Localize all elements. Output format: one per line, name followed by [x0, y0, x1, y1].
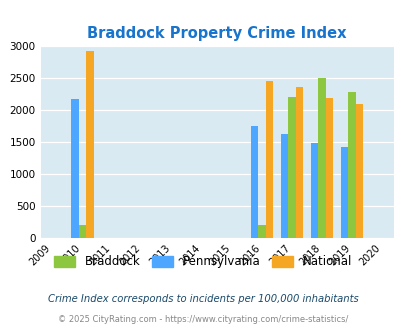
Bar: [310, 143, 318, 238]
Bar: [295, 87, 303, 238]
Legend: Braddock, Pennsylvania, National: Braddock, Pennsylvania, National: [49, 250, 356, 273]
Bar: [250, 126, 258, 238]
Bar: [71, 99, 79, 238]
Bar: [86, 51, 94, 238]
Title: Braddock Property Crime Index: Braddock Property Crime Index: [87, 26, 346, 41]
Bar: [318, 78, 325, 238]
Text: Crime Index corresponds to incidents per 100,000 inhabitants: Crime Index corresponds to incidents per…: [47, 294, 358, 304]
Bar: [280, 134, 288, 238]
Bar: [265, 81, 273, 238]
Bar: [325, 98, 333, 238]
Bar: [79, 225, 86, 238]
Bar: [288, 97, 295, 238]
Bar: [347, 92, 355, 238]
Bar: [258, 225, 265, 238]
Text: © 2025 CityRating.com - https://www.cityrating.com/crime-statistics/: © 2025 CityRating.com - https://www.city…: [58, 315, 347, 324]
Bar: [355, 104, 362, 238]
Bar: [340, 147, 347, 238]
